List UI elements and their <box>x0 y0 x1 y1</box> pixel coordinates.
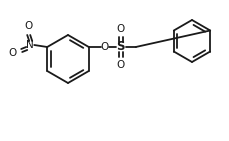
Text: S: S <box>117 40 125 53</box>
Text: O: O <box>101 42 109 52</box>
Text: O: O <box>117 24 125 34</box>
Text: O: O <box>24 21 32 31</box>
Text: N: N <box>26 40 34 50</box>
Text: O: O <box>117 60 125 70</box>
Text: O: O <box>8 48 16 58</box>
